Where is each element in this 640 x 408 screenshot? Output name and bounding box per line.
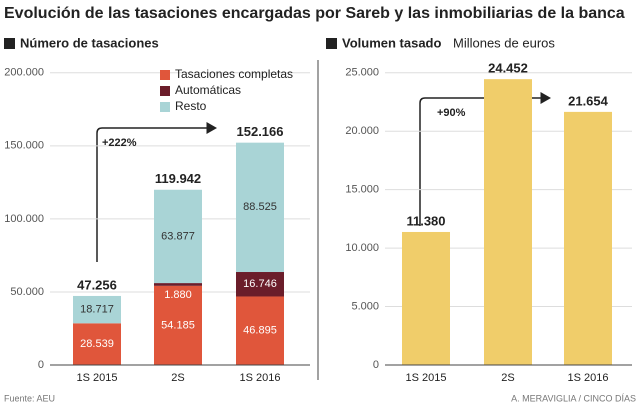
annotation: +90% <box>437 107 466 119</box>
x-tick-label: 2S <box>501 372 514 384</box>
page-title: Evolución de las tasaciones encargadas p… <box>4 5 625 22</box>
value-label: 21.654 <box>568 93 609 108</box>
y-tick-label: 20.000 <box>345 125 379 137</box>
heading-square <box>326 38 337 49</box>
y-tick-label: 0 <box>373 359 379 371</box>
legend-swatch <box>160 86 170 96</box>
legend-label: Tasaciones completas <box>175 67 293 81</box>
value-label: 18.717 <box>80 304 114 316</box>
chart-subtitle: Millones de euros <box>453 35 555 50</box>
annotation: +222% <box>102 137 137 149</box>
value-label: 88.525 <box>243 201 277 213</box>
heading-square <box>4 38 15 49</box>
x-tick-label: 2S <box>171 372 184 384</box>
legend-label: Automáticas <box>175 83 241 97</box>
x-tick-label: 1S 2016 <box>240 372 281 384</box>
chart-title: Número de tasaciones <box>20 35 159 50</box>
y-tick-label: 10.000 <box>345 242 379 254</box>
y-tick-label: 15.000 <box>345 184 379 196</box>
credit: A. MERAVIGLIA / CINCO DÍAS <box>511 393 636 403</box>
bar <box>402 231 450 365</box>
total-label: 152.166 <box>237 124 284 139</box>
value-label: 63.877 <box>161 230 195 242</box>
bar <box>564 111 612 365</box>
bar-segment <box>236 272 284 297</box>
bar-segment <box>154 283 202 286</box>
growth-arrow <box>96 122 217 262</box>
legend-swatch <box>160 70 170 80</box>
legend-label: Resto <box>175 99 207 113</box>
source: Fuente: AEU <box>4 393 55 403</box>
bar-segment <box>73 295 121 324</box>
chart-title: Volumen tasado <box>342 35 442 50</box>
y-tick-label: 200.000 <box>4 67 44 79</box>
value-label: 46.895 <box>243 325 277 337</box>
value-label: 24.452 <box>488 61 528 76</box>
x-tick-label: 1S 2015 <box>77 372 118 384</box>
bar-segment <box>236 142 284 273</box>
growth-arrow <box>419 92 551 226</box>
legend-swatch <box>160 102 170 112</box>
bar-segment <box>73 323 121 365</box>
value-label: 54.185 <box>161 319 195 331</box>
value-label: 28.539 <box>80 338 114 350</box>
y-tick-label: 50.000 <box>10 286 44 298</box>
total-label: 47.256 <box>77 277 117 292</box>
y-tick-label: 150.000 <box>4 140 44 152</box>
y-tick-label: 25.000 <box>345 67 379 79</box>
bar-segment <box>236 296 284 365</box>
total-label: 119.942 <box>155 171 201 186</box>
x-tick-label: 1S 2016 <box>568 372 609 384</box>
x-tick-label: 1S 2015 <box>406 372 447 384</box>
bar-segment <box>154 285 202 365</box>
y-tick-label: 0 <box>38 359 44 371</box>
bar-segment <box>154 189 202 284</box>
value-label: 16.746 <box>243 278 277 290</box>
value-label: 11.380 <box>406 213 445 228</box>
y-tick-label: 100.000 <box>4 213 44 225</box>
value-label: 1.880 <box>164 289 192 301</box>
y-tick-label: 5.000 <box>351 300 379 312</box>
bar <box>484 79 532 366</box>
